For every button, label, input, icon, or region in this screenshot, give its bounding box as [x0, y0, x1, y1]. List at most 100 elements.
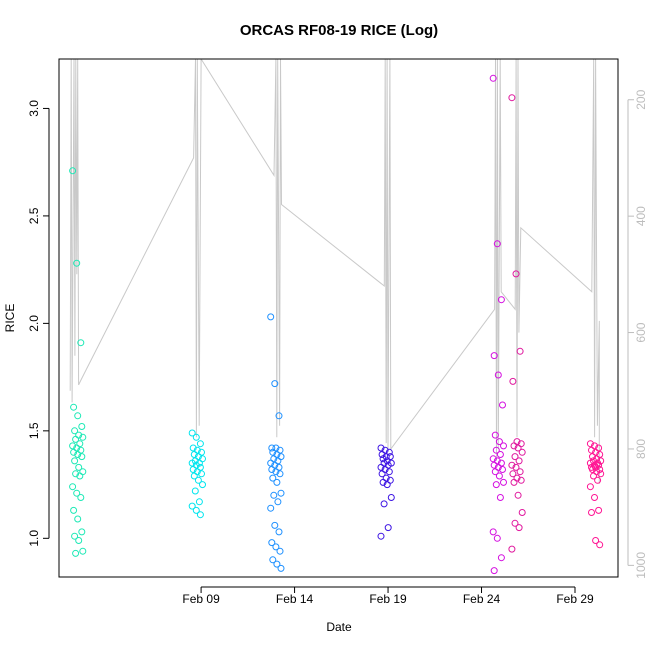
data-point [379, 478, 387, 486]
data-point [495, 438, 503, 446]
right-tick-label: 800 [634, 439, 648, 459]
data-point [271, 380, 279, 388]
data-point [588, 446, 595, 454]
data-point [188, 429, 196, 437]
data-point [586, 440, 594, 448]
data-point [508, 461, 516, 469]
data-point [597, 470, 605, 478]
data-point [273, 478, 281, 486]
data-point [190, 472, 198, 480]
data-point [517, 476, 525, 484]
data-point [383, 481, 391, 489]
data-point [74, 412, 82, 420]
data-point [589, 453, 596, 461]
right-tick-label: 1000 [634, 552, 648, 579]
data-point [515, 524, 523, 532]
y-tick-label: 3.0 [27, 100, 41, 117]
data-point [489, 455, 497, 463]
data-point [72, 435, 80, 443]
data-point [508, 545, 516, 553]
data-point [195, 498, 203, 506]
data-point [493, 534, 501, 542]
data-point [494, 371, 502, 379]
x-axis-title: Date [326, 620, 352, 634]
data-point [272, 543, 280, 551]
data-point [514, 491, 522, 499]
data-point [70, 403, 78, 411]
data-point [199, 481, 206, 489]
data-point [491, 431, 499, 439]
plot-area [69, 59, 605, 575]
data-point [511, 519, 519, 527]
data-point [596, 541, 604, 549]
y-axis: 1.0 1.5 2.0 2.5 3.0 [27, 100, 50, 547]
data-point [188, 459, 196, 467]
data-point [592, 537, 600, 544]
data-point [511, 453, 519, 461]
data-point [71, 532, 79, 540]
series-1 [188, 429, 206, 519]
data-point [78, 528, 86, 536]
data-point [188, 502, 196, 510]
data-point [194, 476, 202, 484]
data-point [267, 459, 275, 467]
data-point [380, 500, 388, 508]
data-point [74, 451, 82, 458]
data-point [378, 470, 386, 478]
data-point [196, 511, 204, 519]
data-point [189, 466, 197, 473]
data-point [518, 448, 526, 456]
right-tick-label: 200 [634, 89, 648, 109]
data-point [497, 296, 505, 304]
data-point [518, 509, 526, 516]
data-point [79, 468, 87, 476]
data-point [499, 466, 506, 473]
plot-frame [58, 58, 619, 578]
data-point [492, 481, 500, 489]
data-point [75, 463, 83, 471]
data-point [384, 524, 392, 532]
plot-content [69, 59, 605, 575]
data-point [189, 444, 197, 452]
data-point [277, 489, 285, 497]
data-point [276, 547, 284, 555]
series-4 [489, 74, 507, 575]
data-point [275, 528, 283, 536]
series-2 [267, 313, 285, 572]
data-point [586, 459, 594, 467]
data-point [267, 504, 275, 512]
data-point [491, 468, 499, 476]
data-point [192, 506, 200, 514]
data-point [386, 453, 394, 461]
data-point [510, 478, 518, 486]
data-point [73, 489, 81, 497]
data-point [490, 461, 498, 469]
data-point [70, 506, 78, 514]
x-tick-label: Feb 29 [556, 592, 594, 606]
data-point [271, 521, 279, 529]
x-tick-label: Feb 09 [182, 592, 220, 606]
data-point [490, 567, 498, 575]
data-point [270, 491, 278, 499]
data-point [595, 506, 603, 514]
data-point [500, 478, 507, 486]
series-0 [69, 167, 87, 557]
data-point [275, 412, 283, 420]
data-point [273, 560, 281, 568]
data-point [385, 468, 393, 476]
y-tick-label: 2.0 [27, 315, 41, 332]
data-point [496, 451, 504, 458]
right-tick-label: 400 [634, 206, 648, 226]
data-point [377, 463, 385, 471]
data-point [516, 347, 524, 355]
data-point [512, 270, 520, 278]
data-point [377, 532, 385, 540]
data-point [76, 440, 84, 448]
data-point [489, 528, 497, 536]
data-point [508, 94, 516, 102]
data-point [269, 556, 277, 564]
data-point [492, 446, 500, 454]
data-point [267, 313, 275, 321]
data-point [191, 487, 199, 495]
data-point [274, 498, 282, 506]
